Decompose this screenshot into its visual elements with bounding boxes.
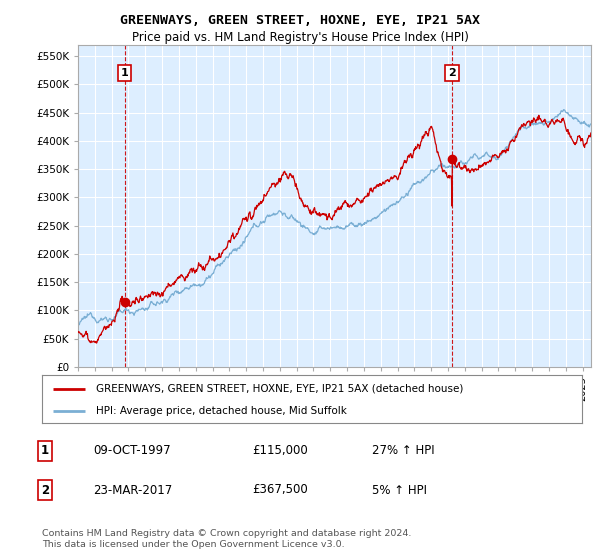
Text: HPI: Average price, detached house, Mid Suffolk: HPI: Average price, detached house, Mid … xyxy=(96,406,347,416)
Text: £115,000: £115,000 xyxy=(252,444,308,458)
Text: 09-OCT-1997: 09-OCT-1997 xyxy=(93,444,170,458)
Text: 27% ↑ HPI: 27% ↑ HPI xyxy=(372,444,434,458)
Text: 1: 1 xyxy=(121,68,128,78)
Text: 23-MAR-2017: 23-MAR-2017 xyxy=(93,483,172,497)
Text: 2: 2 xyxy=(448,68,456,78)
Text: 2: 2 xyxy=(41,483,49,497)
Text: GREENWAYS, GREEN STREET, HOXNE, EYE, IP21 5AX (detached house): GREENWAYS, GREEN STREET, HOXNE, EYE, IP2… xyxy=(96,384,463,394)
Text: 1: 1 xyxy=(41,444,49,458)
Text: Price paid vs. HM Land Registry's House Price Index (HPI): Price paid vs. HM Land Registry's House … xyxy=(131,31,469,44)
Text: 5% ↑ HPI: 5% ↑ HPI xyxy=(372,483,427,497)
Text: £367,500: £367,500 xyxy=(252,483,308,497)
Text: GREENWAYS, GREEN STREET, HOXNE, EYE, IP21 5AX: GREENWAYS, GREEN STREET, HOXNE, EYE, IP2… xyxy=(120,14,480,27)
Text: Contains HM Land Registry data © Crown copyright and database right 2024.
This d: Contains HM Land Registry data © Crown c… xyxy=(42,529,412,549)
